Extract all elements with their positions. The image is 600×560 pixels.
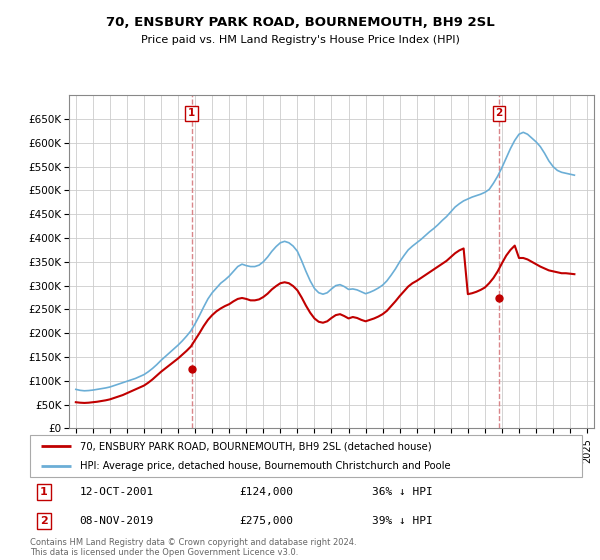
Text: 70, ENSBURY PARK ROAD, BOURNEMOUTH, BH9 2SL: 70, ENSBURY PARK ROAD, BOURNEMOUTH, BH9 … [106,16,494,29]
Text: 08-NOV-2019: 08-NOV-2019 [80,516,154,526]
Text: 39% ↓ HPI: 39% ↓ HPI [372,516,433,526]
Text: 2: 2 [496,108,503,118]
Text: £124,000: £124,000 [240,487,294,497]
Text: Contains HM Land Registry data © Crown copyright and database right 2024.
This d: Contains HM Land Registry data © Crown c… [30,538,356,557]
Text: 70, ENSBURY PARK ROAD, BOURNEMOUTH, BH9 2SL (detached house): 70, ENSBURY PARK ROAD, BOURNEMOUTH, BH9 … [80,441,431,451]
Text: 1: 1 [40,487,47,497]
Text: 12-OCT-2001: 12-OCT-2001 [80,487,154,497]
Text: HPI: Average price, detached house, Bournemouth Christchurch and Poole: HPI: Average price, detached house, Bour… [80,461,451,471]
Text: £275,000: £275,000 [240,516,294,526]
Text: 1: 1 [188,108,195,118]
Text: 36% ↓ HPI: 36% ↓ HPI [372,487,433,497]
Text: 2: 2 [40,516,47,526]
Text: Price paid vs. HM Land Registry's House Price Index (HPI): Price paid vs. HM Land Registry's House … [140,35,460,45]
FancyBboxPatch shape [30,435,582,477]
